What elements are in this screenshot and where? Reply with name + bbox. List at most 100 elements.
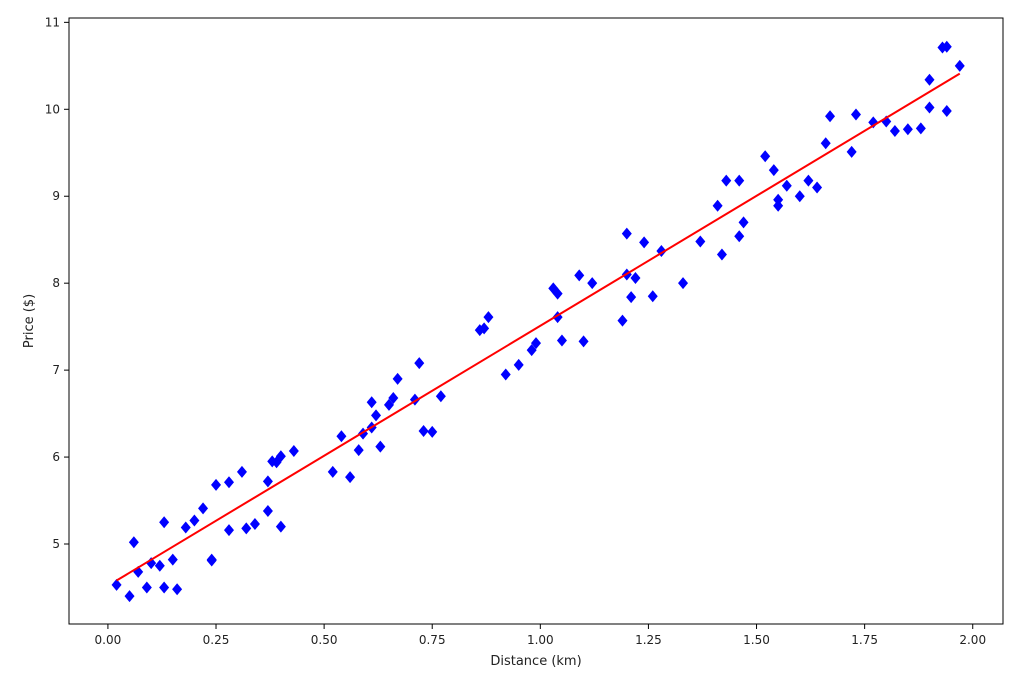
data-point	[198, 502, 209, 515]
data-point	[223, 476, 234, 489]
data-point	[211, 478, 222, 491]
y-tick-label: 11	[45, 15, 60, 29]
data-point	[275, 450, 286, 463]
data-point	[388, 391, 399, 404]
data-point	[825, 110, 836, 123]
data-point	[327, 465, 338, 478]
data-point	[626, 291, 637, 304]
data-point	[850, 108, 861, 121]
data-point	[803, 174, 814, 187]
data-point	[159, 581, 170, 594]
data-point	[794, 190, 805, 203]
data-point	[128, 536, 139, 549]
data-point	[647, 290, 658, 303]
data-point	[172, 583, 183, 596]
data-point	[695, 235, 706, 248]
data-point	[734, 230, 745, 243]
data-point	[500, 368, 511, 381]
data-point	[734, 174, 745, 187]
data-point	[531, 337, 541, 350]
data-point	[262, 475, 273, 488]
y-tick-label: 8	[52, 276, 60, 290]
data-point	[483, 311, 494, 324]
data-point	[902, 123, 913, 136]
data-point	[941, 105, 952, 118]
data-point	[479, 322, 490, 335]
data-point	[418, 424, 429, 437]
data-point	[241, 522, 252, 535]
x-tick-label: 1.75	[851, 633, 878, 647]
data-point	[124, 590, 135, 603]
data-point	[189, 514, 200, 527]
data-point	[111, 578, 122, 591]
data-point	[716, 248, 727, 261]
data-point	[288, 444, 299, 457]
data-point	[868, 116, 879, 129]
regression-line	[116, 72, 961, 582]
data-point	[414, 357, 425, 370]
y-tick-label: 5	[52, 537, 60, 551]
y-tick-label: 9	[52, 189, 60, 203]
data-point	[924, 101, 935, 114]
data-point	[556, 334, 567, 347]
data-point	[366, 396, 377, 409]
data-point	[738, 216, 749, 229]
data-point	[392, 372, 403, 385]
data-point	[639, 236, 650, 249]
data-point	[427, 425, 438, 438]
x-tick-label: 2.00	[959, 633, 986, 647]
data-point	[275, 520, 286, 533]
data-point	[180, 521, 191, 534]
data-point	[578, 335, 589, 348]
y-tick-label: 7	[52, 363, 60, 377]
y-axis-label: Price ($)	[22, 294, 37, 348]
y-tick-label: 10	[45, 102, 60, 116]
data-point	[760, 150, 771, 163]
x-axis-label: Distance (km)	[490, 654, 581, 669]
data-point	[574, 269, 585, 282]
data-point	[915, 122, 926, 135]
x-tick-label: 0.25	[203, 633, 230, 647]
data-point	[617, 314, 628, 327]
data-point	[552, 287, 563, 300]
data-point	[435, 390, 446, 403]
data-point	[141, 581, 152, 594]
data-point	[345, 471, 356, 484]
data-point	[513, 358, 524, 371]
x-tick-label: 1.25	[635, 633, 662, 647]
x-tick-label: 1.00	[527, 633, 554, 647]
data-point	[773, 193, 784, 206]
data-point	[262, 504, 273, 517]
data-point	[371, 409, 382, 422]
data-point	[236, 465, 247, 478]
data-point	[678, 277, 689, 290]
x-axis: 0.00 0.25 0.50 0.75 1.00 1.25 1.50 1.75 2.00	[95, 624, 986, 647]
data-point	[773, 199, 784, 212]
y-axis: 5 6 7 8 9 10 11	[45, 15, 69, 551]
x-tick-label: 1.50	[743, 633, 770, 647]
y-tick-label: 6	[52, 450, 60, 464]
data-point	[820, 137, 831, 150]
data-point	[206, 553, 217, 566]
data-point	[721, 174, 732, 187]
data-point	[159, 516, 170, 529]
data-point	[249, 518, 260, 531]
data-point	[383, 398, 394, 411]
data-point	[154, 559, 165, 572]
plot-area	[68, 17, 1004, 625]
data-marks	[111, 40, 965, 603]
data-point	[375, 440, 386, 453]
data-point	[336, 430, 347, 443]
data-point	[621, 227, 632, 240]
x-tick-label: 0.00	[95, 633, 122, 647]
data-point	[954, 59, 965, 72]
data-point	[768, 164, 779, 177]
data-point	[812, 181, 823, 194]
x-tick-label: 0.75	[419, 633, 446, 647]
data-point	[924, 73, 935, 86]
data-point	[846, 145, 857, 158]
data-point	[712, 199, 723, 212]
data-point	[889, 125, 900, 138]
data-point	[353, 444, 364, 457]
